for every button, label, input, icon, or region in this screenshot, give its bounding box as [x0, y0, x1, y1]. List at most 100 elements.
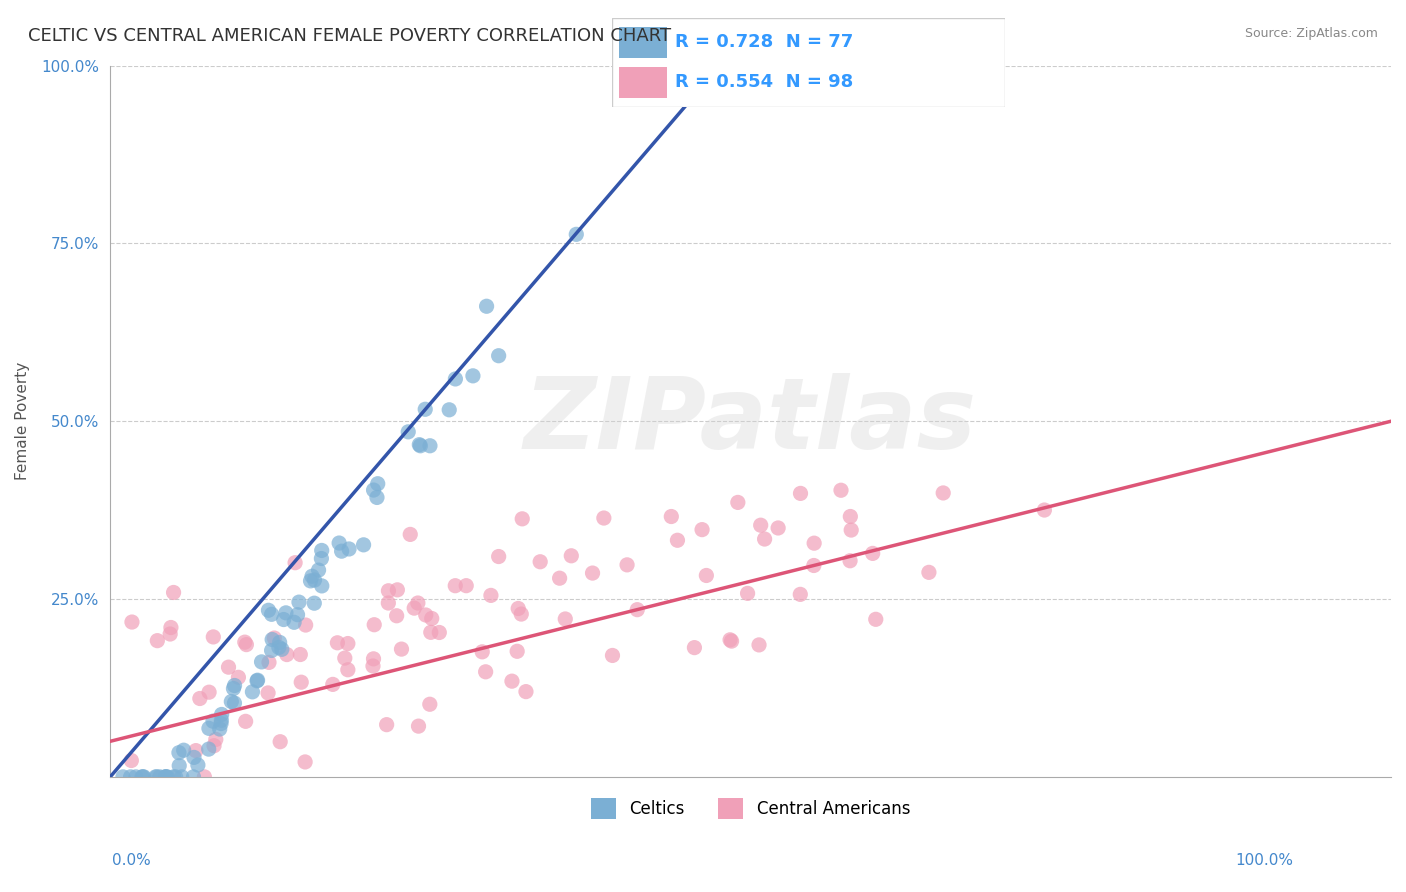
- Central Americans: [408, 719, 430, 733]
- Central Americans: [683, 640, 706, 655]
- Central Americans: [508, 601, 530, 615]
- Celtics: [208, 722, 231, 736]
- Central Americans: [581, 566, 603, 580]
- Text: 0.0%: 0.0%: [112, 854, 152, 868]
- Celtics: [221, 694, 243, 708]
- Celtics: [408, 437, 430, 451]
- Central Americans: [474, 665, 496, 679]
- Central Americans: [415, 607, 437, 622]
- Central Americans: [162, 585, 184, 599]
- Celtics: [246, 673, 269, 688]
- Central Americans: [529, 555, 551, 569]
- Celtics: [262, 632, 284, 647]
- Celtics: [197, 742, 219, 756]
- Central Americans: [406, 596, 429, 610]
- Central Americans: [228, 670, 250, 684]
- Central Americans: [444, 579, 467, 593]
- Central Americans: [803, 536, 825, 550]
- Celtics: [209, 713, 232, 727]
- Celtics: [156, 770, 179, 784]
- Celtics: [183, 750, 205, 764]
- Celtics: [183, 770, 205, 784]
- Central Americans: [336, 636, 359, 650]
- Central Americans: [510, 512, 533, 526]
- Central Americans: [399, 527, 422, 541]
- Celtics: [565, 227, 588, 242]
- Bar: [620, 67, 666, 98]
- Central Americans: [404, 601, 426, 615]
- Central Americans: [146, 633, 169, 648]
- Central Americans: [233, 635, 256, 649]
- Celtics: [363, 483, 385, 497]
- Celtics: [330, 544, 353, 558]
- Central Americans: [290, 648, 312, 662]
- Celtics: [488, 349, 510, 363]
- Central Americans: [737, 586, 759, 600]
- Central Americans: [727, 495, 749, 509]
- Celtics: [288, 595, 311, 609]
- Celtics: [409, 439, 432, 453]
- Celtics: [437, 402, 460, 417]
- Celtics: [304, 573, 326, 587]
- Central Americans: [666, 533, 689, 548]
- Celtics: [257, 603, 280, 617]
- Central Americans: [626, 602, 648, 616]
- Celtics: [672, 59, 695, 73]
- Celtics: [260, 643, 283, 657]
- Central Americans: [160, 620, 183, 634]
- Central Americans: [257, 656, 280, 670]
- Central Americans: [377, 596, 399, 610]
- Central Americans: [202, 630, 225, 644]
- Central Americans: [766, 521, 789, 535]
- Celtics: [396, 425, 419, 439]
- Central Americans: [419, 625, 441, 640]
- Central Americans: [361, 659, 384, 673]
- Central Americans: [420, 611, 443, 625]
- Central Americans: [690, 523, 713, 537]
- Central Americans: [592, 511, 614, 525]
- Celtics: [242, 685, 264, 699]
- Celtics: [145, 770, 167, 784]
- Celtics: [222, 681, 245, 696]
- Celtics: [366, 491, 388, 505]
- Celtics: [337, 541, 360, 556]
- Celtics: [250, 655, 273, 669]
- Celtics: [149, 770, 172, 784]
- Central Americans: [193, 770, 215, 784]
- Central Americans: [471, 645, 494, 659]
- Central Americans: [754, 532, 776, 546]
- Central Americans: [560, 549, 582, 563]
- Celtics: [198, 722, 221, 736]
- Central Americans: [322, 677, 344, 691]
- Central Americans: [333, 651, 356, 665]
- Central Americans: [263, 631, 285, 645]
- Central Americans: [218, 660, 240, 674]
- Celtics: [367, 476, 389, 491]
- Central Americans: [120, 754, 142, 768]
- Bar: [620, 27, 666, 58]
- Celtics: [267, 640, 290, 655]
- Central Americans: [616, 558, 638, 572]
- Central Americans: [659, 509, 682, 524]
- Central Americans: [363, 617, 385, 632]
- Central Americans: [554, 612, 576, 626]
- Central Americans: [121, 615, 143, 629]
- Celtics: [173, 743, 195, 757]
- Central Americans: [284, 556, 307, 570]
- Celtics: [444, 372, 467, 386]
- Celtics: [308, 563, 330, 577]
- Central Americans: [257, 686, 280, 700]
- Celtics: [311, 543, 333, 558]
- Central Americans: [269, 735, 291, 749]
- Central Americans: [479, 588, 502, 602]
- Central Americans: [202, 739, 225, 753]
- Celtics: [260, 607, 283, 622]
- Central Americans: [718, 632, 741, 647]
- Central Americans: [456, 579, 478, 593]
- Central Americans: [695, 568, 717, 582]
- Celtics: [111, 770, 134, 784]
- Central Americans: [387, 582, 409, 597]
- Celtics: [209, 716, 232, 731]
- Y-axis label: Female Poverty: Female Poverty: [15, 362, 30, 481]
- Celtics: [132, 770, 155, 784]
